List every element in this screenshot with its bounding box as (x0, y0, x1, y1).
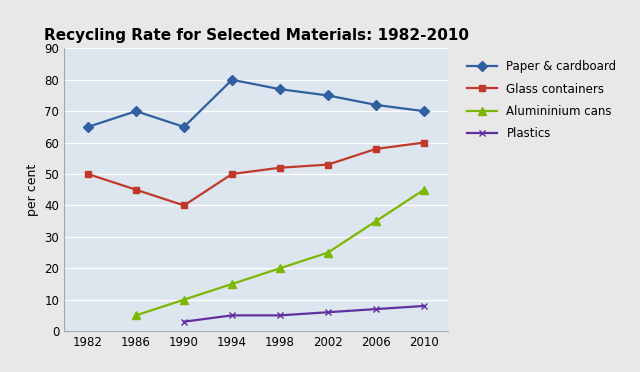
Glass containers (372, 147, 380, 151)
Legend: Paper & cardboard, Glass containers, Alumininium cans, Plastics: Paper & cardboard, Glass containers, Alu… (461, 54, 623, 147)
Plastics (276, 313, 284, 318)
Alumininium cans (372, 219, 380, 223)
Paper & cardboard (180, 125, 188, 129)
Glass containers (84, 172, 92, 176)
Line: Paper & cardboard: Paper & cardboard (84, 76, 428, 130)
Paper & cardboard (276, 87, 284, 92)
Glass containers (324, 162, 332, 167)
Glass containers (132, 187, 140, 192)
Plastics (420, 304, 428, 308)
Glass containers (228, 172, 236, 176)
Plastics (372, 307, 380, 311)
Paper & cardboard (84, 125, 92, 129)
Paper & cardboard (324, 93, 332, 98)
Line: Plastics: Plastics (180, 302, 428, 325)
Alumininium cans (420, 187, 428, 192)
Alumininium cans (180, 298, 188, 302)
Title: Recycling Rate for Selected Materials: 1982-2010: Recycling Rate for Selected Materials: 1… (44, 28, 468, 43)
Alumininium cans (276, 266, 284, 270)
Line: Glass containers: Glass containers (84, 139, 428, 209)
Line: Alumininium cans: Alumininium cans (132, 186, 428, 320)
Plastics (228, 313, 236, 318)
Paper & cardboard (132, 109, 140, 113)
Paper & cardboard (372, 103, 380, 107)
Glass containers (420, 140, 428, 145)
Alumininium cans (324, 250, 332, 255)
Alumininium cans (228, 282, 236, 286)
Paper & cardboard (420, 109, 428, 113)
Y-axis label: per cent: per cent (26, 164, 38, 216)
Alumininium cans (132, 313, 140, 318)
Plastics (324, 310, 332, 314)
Paper & cardboard (228, 77, 236, 82)
Plastics (180, 320, 188, 324)
Glass containers (276, 166, 284, 170)
Glass containers (180, 203, 188, 208)
